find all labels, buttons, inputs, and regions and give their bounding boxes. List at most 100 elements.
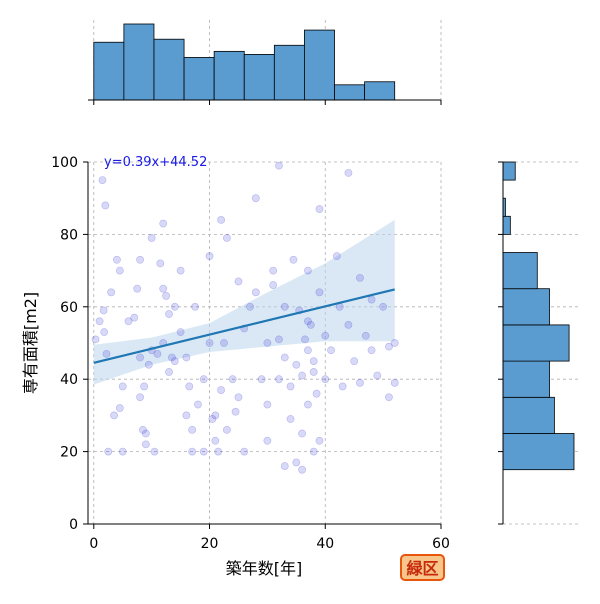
data-point xyxy=(159,219,168,228)
data-point xyxy=(100,328,109,337)
data-point xyxy=(298,465,307,474)
data-point xyxy=(367,346,376,355)
data-point xyxy=(136,353,144,362)
data-point xyxy=(194,400,202,409)
data-point xyxy=(280,353,289,362)
data-point xyxy=(141,440,150,449)
data-point xyxy=(199,375,208,384)
data-point xyxy=(222,234,231,242)
data-point xyxy=(292,360,301,369)
right-hist-bar xyxy=(502,396,555,434)
data-point xyxy=(113,255,121,264)
data-point xyxy=(361,331,370,340)
data-point xyxy=(222,425,231,434)
data-point xyxy=(269,281,278,289)
data-point xyxy=(188,425,197,434)
right-hist-bar xyxy=(502,360,550,398)
data-point xyxy=(98,176,107,184)
data-point xyxy=(234,393,243,402)
data-point xyxy=(156,259,165,268)
data-point xyxy=(205,252,214,261)
top-hist-bar xyxy=(364,81,396,101)
right-hist-bar xyxy=(502,252,538,290)
data-point xyxy=(144,360,153,369)
data-point xyxy=(217,386,225,394)
data-point xyxy=(309,447,318,456)
data-point xyxy=(356,273,364,282)
region-badge-label: 緑区 xyxy=(406,559,438,578)
data-point xyxy=(321,375,330,384)
data-point xyxy=(304,266,312,275)
data-point xyxy=(356,378,364,387)
data-point xyxy=(315,436,324,445)
data-point xyxy=(124,317,133,326)
data-point xyxy=(234,277,243,286)
top-hist-bar xyxy=(334,84,366,101)
data-point xyxy=(115,266,124,275)
data-point xyxy=(185,382,194,391)
data-point xyxy=(344,168,353,177)
regression xyxy=(93,288,395,364)
data-point xyxy=(91,335,100,344)
top-hist-bar xyxy=(304,29,335,101)
data-point xyxy=(102,349,111,358)
right-hist-bar xyxy=(502,288,550,326)
data-point xyxy=(292,458,301,467)
data-point xyxy=(379,302,388,311)
y-tick-label: 60 xyxy=(60,300,78,316)
data-point xyxy=(309,368,318,376)
data-point xyxy=(321,331,330,340)
data-point xyxy=(306,320,315,329)
data-point xyxy=(301,335,309,344)
y-tick-label: 20 xyxy=(60,445,78,461)
data-point xyxy=(315,205,324,213)
data-point xyxy=(208,415,217,423)
top-hist-bar xyxy=(123,23,155,101)
data-point xyxy=(136,255,144,264)
data-point xyxy=(231,407,240,416)
data-point xyxy=(304,317,312,326)
data-point xyxy=(367,295,376,304)
data-point xyxy=(141,429,150,438)
data-point xyxy=(211,436,220,445)
data-point xyxy=(251,194,260,203)
data-point xyxy=(350,357,359,365)
data-point xyxy=(118,382,127,391)
data-point xyxy=(159,284,168,293)
data-point xyxy=(170,357,179,365)
data-point xyxy=(101,201,110,210)
data-point xyxy=(99,306,108,315)
right-hist-bar xyxy=(502,324,570,362)
right-marginal-histogram xyxy=(498,161,578,525)
data-point xyxy=(304,346,312,355)
x-axis-label: 築年数[年] xyxy=(226,559,303,578)
data-point xyxy=(168,353,176,362)
data-point xyxy=(289,255,298,264)
data-point xyxy=(280,302,289,311)
data-point xyxy=(182,353,191,362)
top-hist-bar xyxy=(183,57,215,101)
data-point xyxy=(263,436,272,445)
data-point xyxy=(263,400,272,409)
data-point xyxy=(165,368,173,376)
data-point xyxy=(385,393,393,402)
data-point xyxy=(298,371,307,380)
x-tick-label: 0 xyxy=(89,536,98,552)
y-axis-label: 専有面積[m2] xyxy=(21,292,40,394)
data-point xyxy=(257,375,266,384)
top-hist-bar xyxy=(93,41,125,101)
data-point xyxy=(251,288,260,297)
data-point xyxy=(115,404,124,413)
top-hist-bar xyxy=(213,50,245,101)
data-point xyxy=(170,302,179,311)
x-tick-label: 40 xyxy=(316,536,334,552)
data-point xyxy=(263,339,272,347)
top-hist-bar xyxy=(153,38,185,101)
data-point xyxy=(275,335,283,344)
regression-line xyxy=(93,288,395,364)
data-point xyxy=(275,161,283,170)
data-point xyxy=(130,313,139,322)
x-tick-label: 60 xyxy=(432,536,450,552)
data-point xyxy=(133,284,142,293)
data-point xyxy=(176,328,185,337)
